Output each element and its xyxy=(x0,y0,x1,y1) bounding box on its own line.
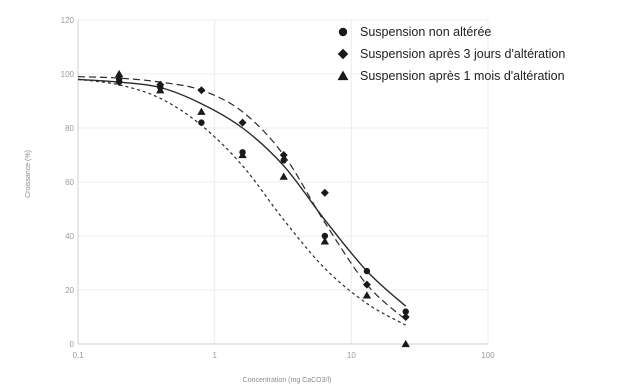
data-point-s3 xyxy=(362,291,372,299)
tick-labels: 0 20 40 60 80 100 120 0,1 1 10 100 xyxy=(61,16,496,360)
y-tick-label: 40 xyxy=(65,232,74,241)
data-point-s2 xyxy=(197,86,206,95)
data-point-s3 xyxy=(156,86,165,94)
data-point-s2 xyxy=(320,188,329,197)
x-tick-label: 1 xyxy=(212,351,217,360)
legend-marker-triangle xyxy=(337,70,349,81)
y-tick-label: 100 xyxy=(61,70,75,79)
legend: Suspension non altérée Suspension après 3… xyxy=(337,25,565,83)
x-tick-label: 10 xyxy=(347,351,356,360)
y-tick-label: 120 xyxy=(61,16,75,25)
data-point-s3 xyxy=(279,172,288,180)
data-points xyxy=(114,69,410,348)
data-point-s3 xyxy=(197,107,206,115)
legend-marker-circle xyxy=(338,27,348,37)
data-point-s3 xyxy=(238,150,247,159)
fit-curves xyxy=(77,76,407,326)
legend-label: Suspension après 1 mois d'altération xyxy=(360,69,565,83)
x-tick-label: 100 xyxy=(481,351,495,360)
data-point-s2 xyxy=(362,280,371,289)
legend-label: Suspension après 3 jours d'altération xyxy=(360,47,565,61)
grid-layer xyxy=(78,19,489,344)
fit-curve-3 xyxy=(77,78,406,326)
legend-label: Suspension non altérée xyxy=(360,25,491,39)
y-tick-label: 20 xyxy=(65,286,74,295)
fit-curve-2 xyxy=(77,76,407,321)
data-point-s2 xyxy=(238,118,247,127)
data-point-s3 xyxy=(320,237,330,245)
legend-marker-diamond xyxy=(337,48,349,60)
fit-curve-1 xyxy=(77,78,407,307)
data-point-s2 xyxy=(115,78,124,87)
y-tick-label: 0 xyxy=(70,340,75,349)
y-axis-title: Croissance (%) xyxy=(25,150,32,198)
data-point-s2 xyxy=(279,151,288,159)
x-axis-title: Concentration (mg CaCO3/l) xyxy=(243,377,332,384)
y-tick-label: 80 xyxy=(65,124,74,133)
data-point-s3 xyxy=(114,69,124,78)
x-tick-label: 0,1 xyxy=(72,351,84,360)
data-point-s1 xyxy=(321,232,329,240)
y-tick-label: 60 xyxy=(65,178,74,187)
axes-layer xyxy=(77,20,488,345)
data-point-s1 xyxy=(198,119,205,126)
data-point-s3 xyxy=(401,339,410,348)
data-point-s1 xyxy=(363,267,371,275)
data-point-s2 xyxy=(156,80,165,89)
data-point-s2 xyxy=(401,313,410,321)
data-point-s1 xyxy=(280,157,287,164)
data-point-s1 xyxy=(402,308,409,315)
